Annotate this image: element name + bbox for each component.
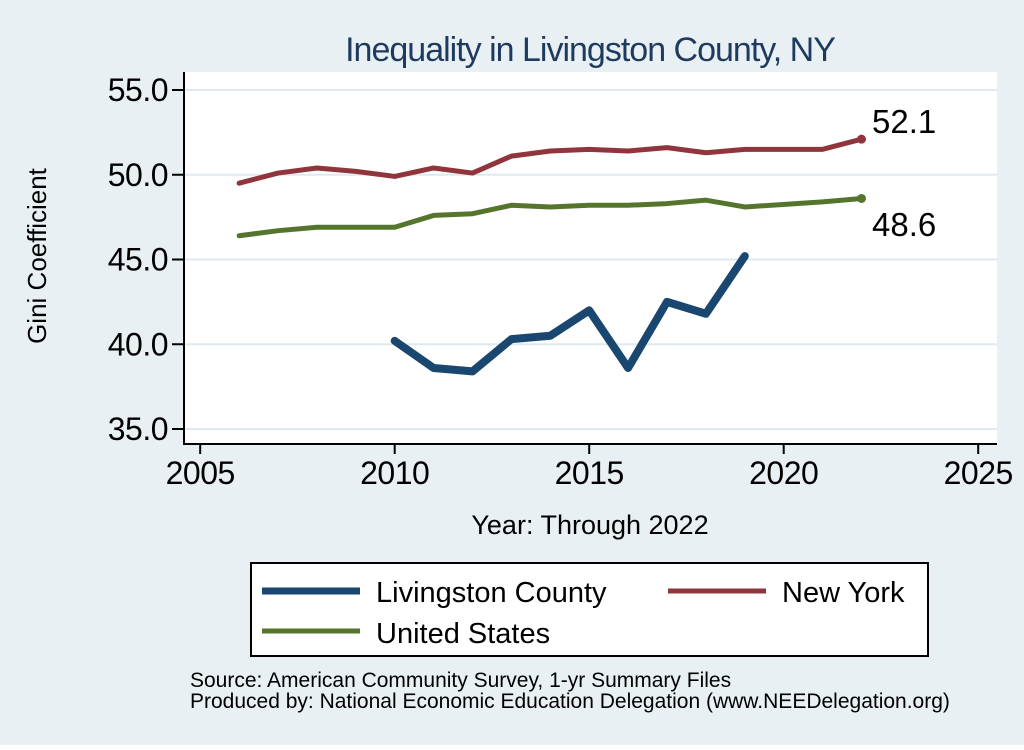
united-states-line-swatch — [262, 628, 360, 634]
y-axis-title: Gini Coefficient — [22, 167, 52, 344]
x-tick-label-2025: 2025 — [944, 455, 1013, 491]
x-ticks: 2005 2010 2015 2020 2025 — [166, 444, 1013, 491]
y-tick-label-55: 55.0 — [108, 72, 168, 108]
series-line-livingston-county — [390, 252, 749, 376]
x-axis-title: Year: Through 2022 — [471, 510, 708, 540]
data-series — [236, 134, 866, 376]
produced-by-line: Produced by: National Economic Education… — [190, 690, 950, 713]
plot-area — [183, 72, 997, 444]
series-line-new-york — [236, 136, 864, 186]
y-tick-label-50: 50.0 — [108, 157, 168, 193]
last-point-marker-new-york — [857, 134, 866, 144]
x-tick-label-2005: 2005 — [166, 455, 235, 491]
y-tick-label-40: 40.0 — [108, 326, 168, 362]
last-point-marker-united-states — [857, 193, 866, 203]
legend-label-new-york: New York — [782, 577, 905, 609]
chart-title: Inequality in Livingston County, NY — [345, 31, 835, 69]
y-tick-label-45: 45.0 — [108, 242, 168, 278]
new-york-end-value-label: 52.1 — [872, 103, 936, 140]
legend-label-livingston-county: Livingston County — [376, 577, 607, 609]
livingston-county-line-swatch — [262, 587, 360, 595]
x-tick-label-2020: 2020 — [749, 455, 818, 491]
united-states-end-value-label: 48.6 — [872, 206, 936, 243]
gridlines — [184, 89, 997, 430]
series-line-united-states — [236, 195, 864, 239]
x-tick-label-2010: 2010 — [360, 455, 429, 491]
source-line: Source: American Community Survey, 1-yr … — [190, 669, 731, 692]
y-tick-label-35: 35.0 — [108, 411, 168, 447]
legend-box — [250, 562, 929, 657]
x-tick-label-2015: 2015 — [555, 455, 624, 491]
y-ticks: 55.0 50.0 45.0 40.0 35.0 — [108, 72, 183, 447]
new-york-line-swatch — [668, 588, 766, 594]
legend: Livingston County New York United States — [250, 562, 929, 657]
legend-label-united-states: United States — [376, 618, 550, 650]
